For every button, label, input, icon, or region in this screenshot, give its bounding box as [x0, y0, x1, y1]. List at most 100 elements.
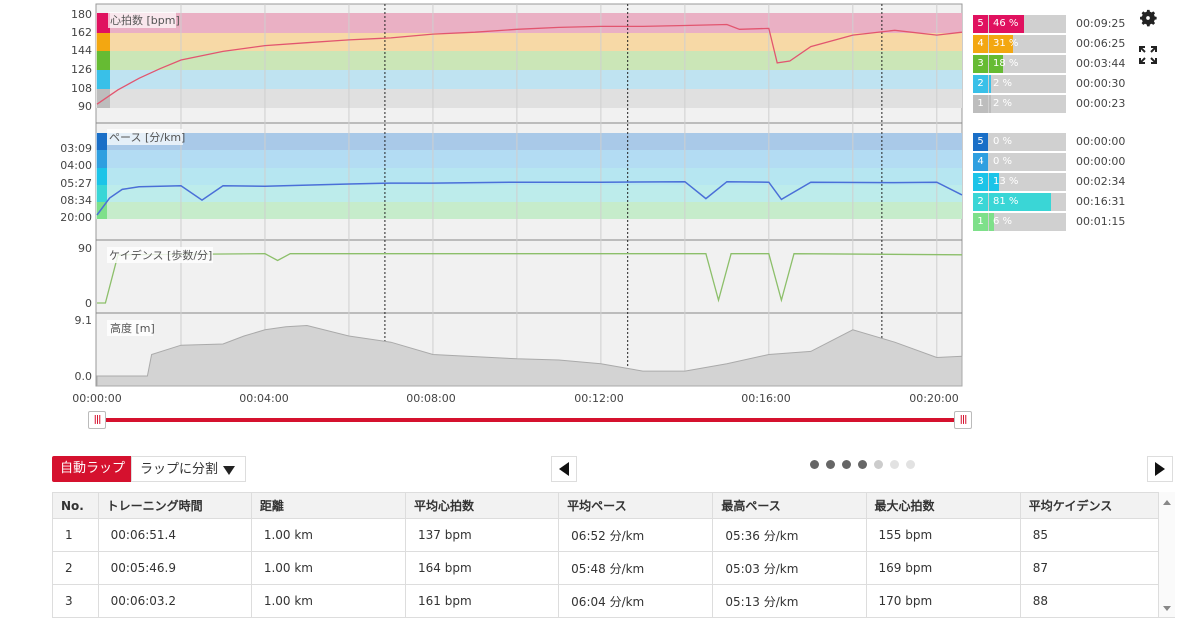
- lap-avg-pace: 05:48 分/km: [558, 551, 714, 585]
- page-dot[interactable]: [826, 460, 835, 469]
- lap-distance: 1.00 km: [250, 551, 407, 585]
- zone-percent: 0 %: [993, 136, 1013, 147]
- hr-zone-time: 00:00:23: [1076, 97, 1126, 110]
- page-dot[interactable]: [890, 460, 899, 469]
- col-header[interactable]: 最高ペース: [712, 492, 867, 519]
- lap-avg-cadence: 88: [1019, 584, 1176, 618]
- zone-number: 3: [973, 55, 988, 73]
- page-dot[interactable]: [842, 460, 851, 469]
- zone-fill: [989, 95, 991, 113]
- workout-charts[interactable]: 心拍数 [bpm] ペース [分/km] ケイデンス [歩数/分] 高度 [m]…: [0, 0, 1200, 440]
- auto-lap-tab[interactable]: 自動ラップ: [52, 456, 134, 482]
- page-dot[interactable]: [906, 460, 915, 469]
- x-tick: 00:16:00: [741, 392, 790, 405]
- lap-max-pace: 05:03 分/km: [712, 551, 867, 585]
- col-header[interactable]: No.: [52, 492, 99, 519]
- col-header[interactable]: 平均ケイデンス: [1019, 492, 1176, 519]
- pace-tick: 04:00: [60, 159, 92, 172]
- hr-zone-time: 00:06:25: [1076, 37, 1126, 50]
- time-range-slider[interactable]: [97, 418, 963, 422]
- hr-zone-5-band: [96, 13, 962, 33]
- zone-percent: 31 %: [993, 38, 1019, 49]
- zone-percent: 2 %: [993, 78, 1013, 89]
- page-dot[interactable]: [810, 460, 819, 469]
- page-dot[interactable]: [874, 460, 883, 469]
- pace-zone-time: 00:00:00: [1076, 155, 1126, 168]
- lap-avg-pace: 06:04 分/km: [558, 584, 714, 618]
- lap-max-pace: 05:36 分/km: [712, 518, 867, 552]
- table-row[interactable]: 2 00:05:46.9 1.00 km 164 bpm 05:48 分/km …: [52, 551, 1176, 585]
- hr-zone-time: 00:09:25: [1076, 17, 1126, 30]
- pace-zone-2-bar: 2 81 %: [973, 193, 1066, 211]
- lap-no: 3: [52, 584, 99, 618]
- range-start-handle[interactable]: |||: [88, 411, 106, 429]
- pace-zone-3-band: [96, 168, 962, 185]
- x-tick: 00:08:00: [406, 392, 455, 405]
- zone-fill: [989, 193, 1052, 211]
- zone-percent: 6 %: [993, 216, 1013, 227]
- col-header[interactable]: 距離: [250, 492, 407, 519]
- x-tick: 00:04:00: [239, 392, 288, 405]
- next-page-button[interactable]: [1147, 456, 1173, 482]
- pace-zone-2-band: [96, 185, 962, 202]
- hr-zone-bands: [96, 13, 962, 108]
- zone-number: 4: [973, 35, 988, 53]
- lap-avg-hr: 161 bpm: [404, 584, 560, 618]
- cadence-panel-title: ケイデンス [歩数/分]: [109, 248, 212, 262]
- triangle-right-icon: [1155, 462, 1165, 476]
- triangle-down-icon: [223, 466, 235, 475]
- table-row[interactable]: 3 00:06:03.2 1.00 km 161 bpm 06:04 分/km …: [52, 584, 1176, 618]
- lap-distance: 1.00 km: [250, 584, 407, 618]
- col-header[interactable]: 最大心拍数: [865, 492, 1021, 519]
- hr-zone-4-band: [96, 33, 962, 51]
- zone-percent: 46 %: [993, 18, 1019, 29]
- pace-zone-time: 00:00:00: [1076, 135, 1126, 148]
- hr-zone-1-bar: 1 2 %: [973, 95, 1066, 113]
- lap-max-hr: 169 bpm: [865, 551, 1021, 585]
- col-header[interactable]: 平均心拍数: [404, 492, 560, 519]
- zone-number: 2: [973, 193, 988, 211]
- col-header[interactable]: トレーニング時間: [97, 492, 252, 519]
- pace-zone-bands: [96, 133, 962, 219]
- hr-zone-3-bar: 3 18 %: [973, 55, 1066, 73]
- hr-tick: 90: [78, 100, 92, 113]
- altitude-tick: 9.1: [75, 314, 93, 327]
- triangle-left-icon: [559, 462, 569, 476]
- heart-rate-line: [96, 23, 963, 105]
- zone-fill: [989, 55, 1003, 73]
- lap-max-pace: 05:13 分/km: [712, 584, 867, 618]
- pace-zone-time: 00:16:31: [1076, 195, 1126, 208]
- hr-zone-1-band: [96, 89, 962, 108]
- pace-tick: 20:00: [60, 211, 92, 224]
- prev-page-button[interactable]: [551, 456, 577, 482]
- cadence-tick: 0: [85, 297, 92, 310]
- table-scrollbar[interactable]: [1158, 492, 1175, 617]
- pace-zone-3-bar: 3 13 %: [973, 173, 1066, 191]
- x-gridlines: [180, 4, 938, 386]
- pace-tick: 05:27: [60, 177, 92, 190]
- pace-zone-5-bar: 5 0 %: [973, 133, 1066, 151]
- hr-zone-time: 00:00:30: [1076, 77, 1126, 90]
- altitude-panel-title: 高度 [m]: [110, 321, 155, 335]
- gear-icon[interactable]: [1135, 5, 1161, 31]
- lap-time: 00:06:03.2: [97, 584, 252, 618]
- zone-number: 5: [973, 15, 988, 33]
- range-end-handle[interactable]: |||: [954, 411, 972, 429]
- zone-number: 4: [973, 153, 988, 171]
- hr-zone-2-bar: 2 2 %: [973, 75, 1066, 93]
- col-header[interactable]: 平均ペース: [558, 492, 714, 519]
- scroll-down-icon[interactable]: [1163, 606, 1171, 611]
- pace-panel-title: ペース [分/km]: [109, 131, 185, 144]
- scroll-up-icon[interactable]: [1163, 500, 1171, 505]
- fullscreen-icon[interactable]: [1135, 42, 1161, 68]
- table-row[interactable]: 1 00:06:51.4 1.00 km 137 bpm 06:52 分/km …: [52, 518, 1176, 552]
- pace-zone-time: 00:02:34: [1076, 175, 1126, 188]
- lap-time: 00:06:51.4: [97, 518, 252, 552]
- altitude-tick: 0.0: [75, 370, 93, 383]
- cadence-tick: 90: [78, 242, 92, 255]
- hr-zone-4-bar: 4 31 %: [973, 35, 1066, 53]
- page-dot[interactable]: [858, 460, 867, 469]
- hr-zone-5-bar: 5 46 %: [973, 15, 1066, 33]
- split-lap-dropdown[interactable]: ラップに分割: [131, 456, 246, 482]
- lap-time: 00:05:46.9: [97, 551, 252, 585]
